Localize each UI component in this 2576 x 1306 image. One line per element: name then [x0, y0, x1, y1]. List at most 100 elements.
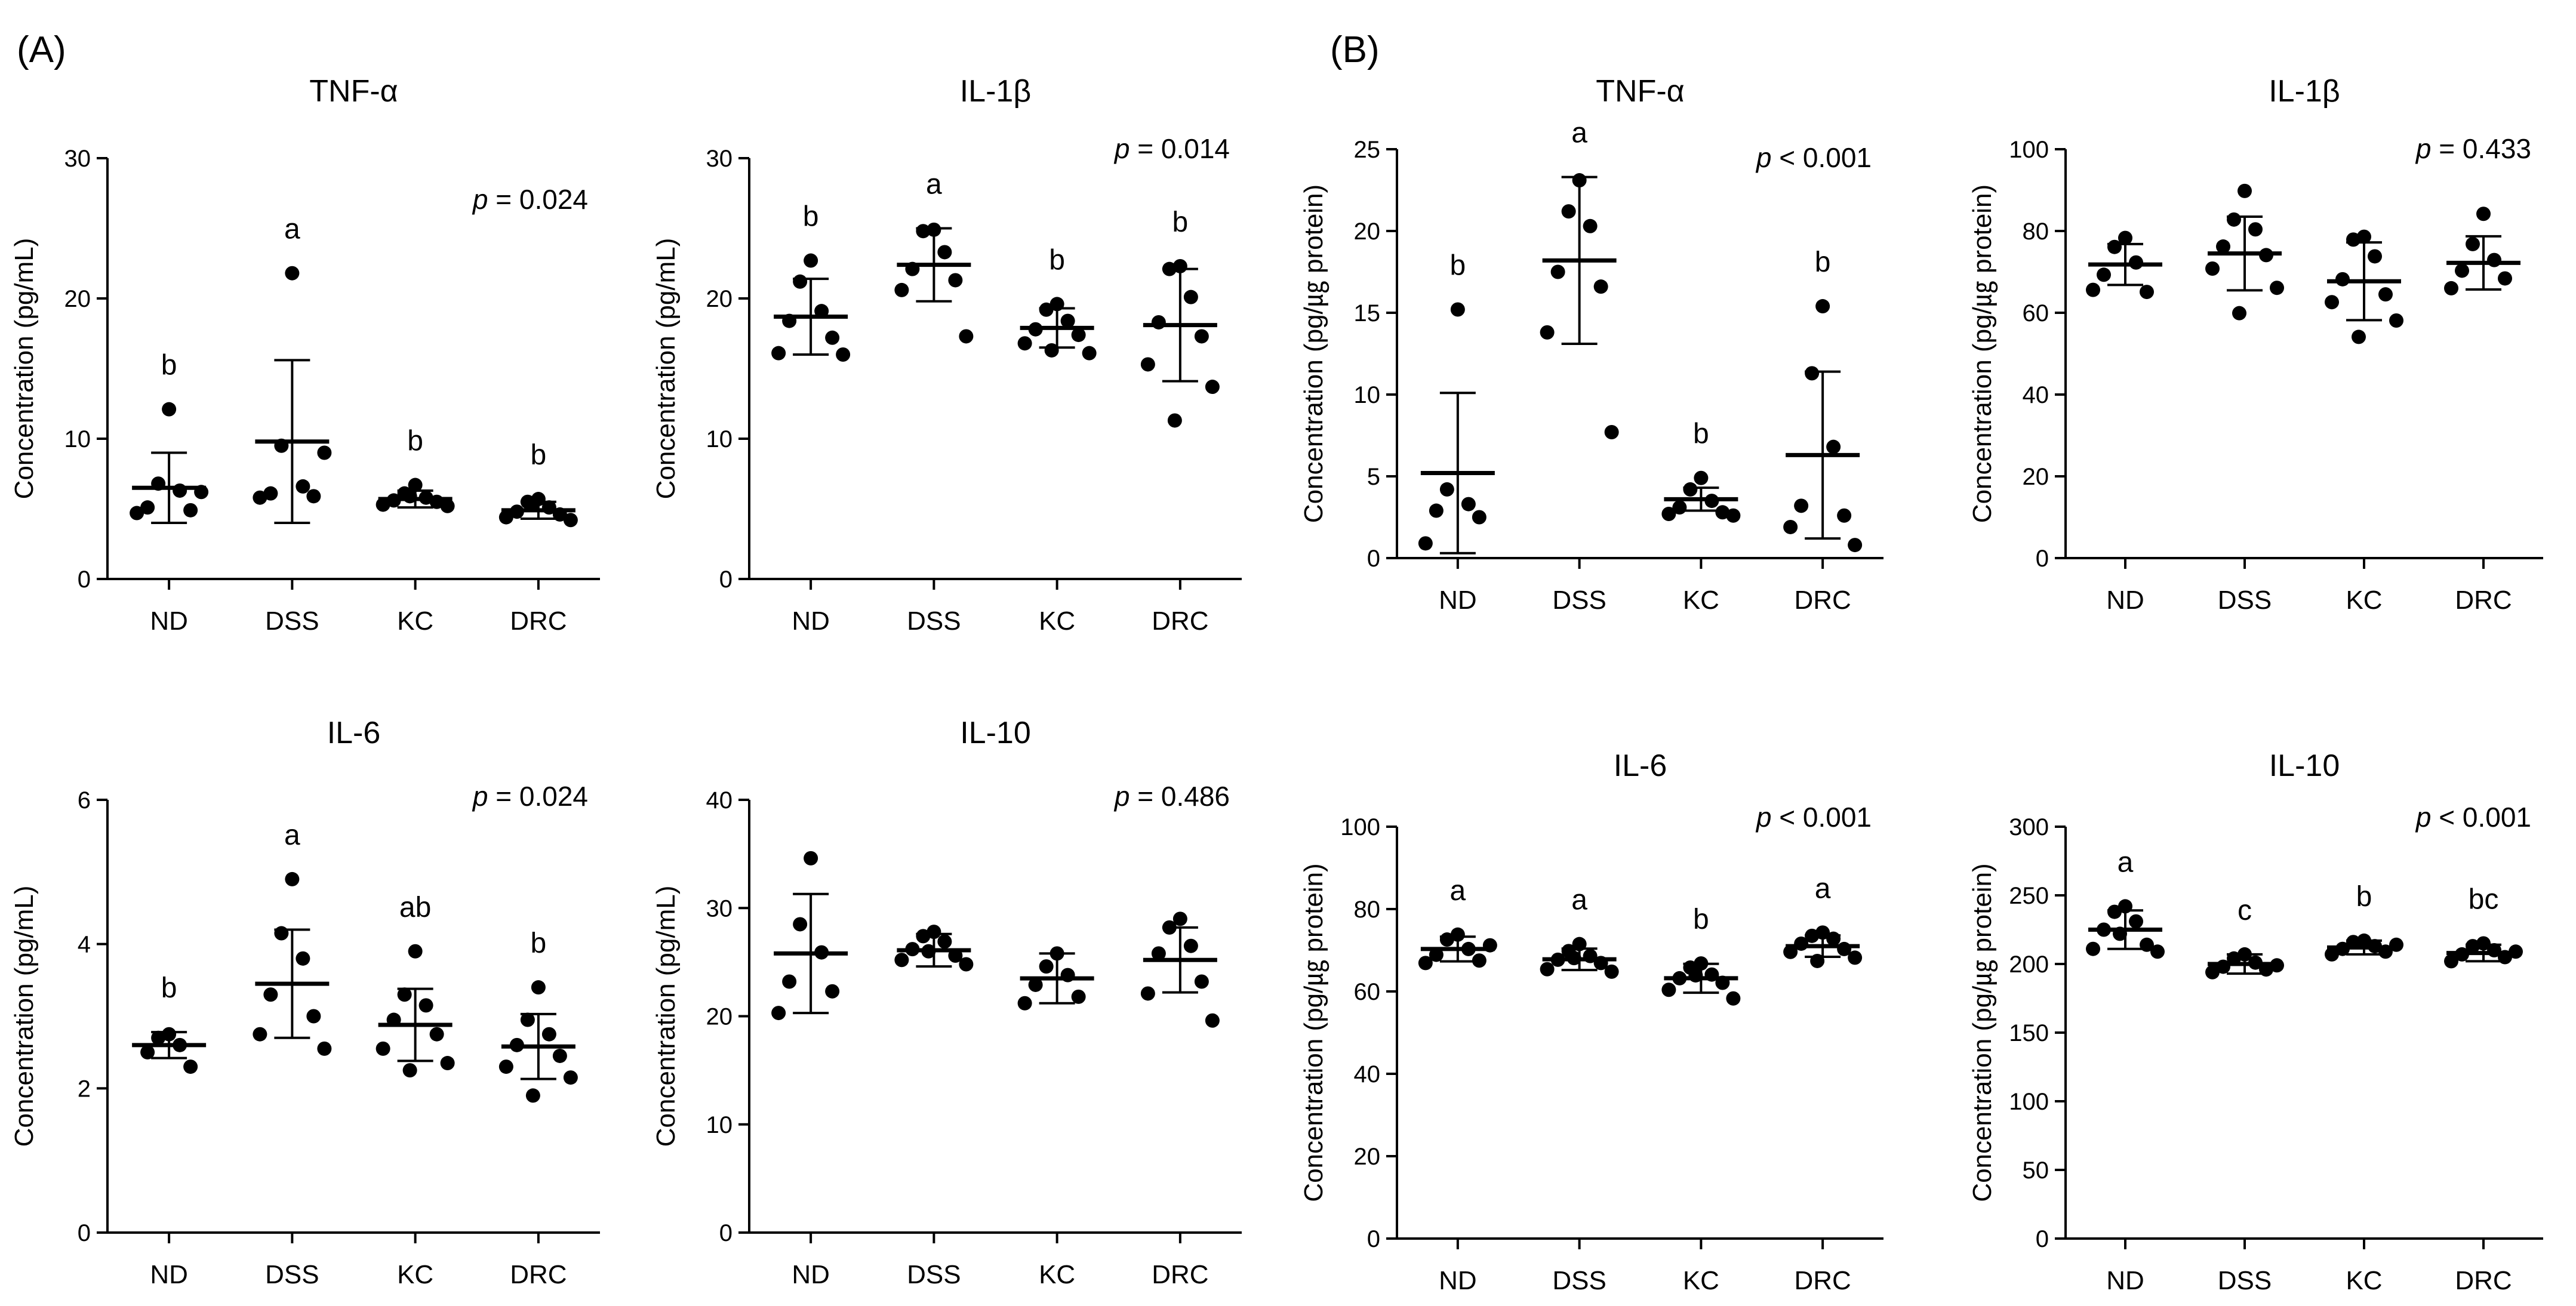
chart2-p-value-text: = 0.014: [1137, 133, 1230, 164]
chart4-point-kc-3: [1060, 968, 1075, 982]
chart2-point-dss-1: [927, 222, 941, 237]
chart5-point-drc-4: [1794, 498, 1809, 513]
chart2-point-kc-6: [1017, 336, 1032, 351]
chart8-y-tick-label-50: 50: [2023, 1157, 2049, 1184]
chart7-x-tick-label-kc: KC: [1683, 1266, 1719, 1295]
chart1-y-tick-label-30: 30: [64, 146, 91, 172]
chart4-y-axis-label: Concentration (pg/mL): [651, 886, 681, 1147]
chart5-x-tick-label-nd: ND: [1439, 586, 1477, 615]
chart2-point-drc-6: [1140, 357, 1155, 372]
chart5-x-tick-label-kc: KC: [1683, 586, 1719, 615]
chart3-point-drc-4: [509, 1037, 524, 1052]
chart5-point-dss-4: [1550, 264, 1565, 279]
chart8-y-tick-label-200: 200: [2009, 951, 2049, 978]
chart7-point-drc-4: [1794, 936, 1809, 951]
chart2-point-kc-8: [1044, 343, 1059, 358]
chart7-x-tick-label-nd: ND: [1439, 1266, 1477, 1295]
chart3-point-kc-4: [386, 1012, 401, 1027]
chart8-y-tick-label-0: 0: [2036, 1226, 2049, 1252]
chart4-point-dss-8: [921, 944, 936, 959]
chart1-point-drc-4: [509, 504, 524, 519]
chart6-y-tick-label-20: 20: [2023, 464, 2049, 490]
chart2-point-nd-3: [814, 304, 829, 319]
chart8-y-tick-label-250: 250: [2009, 883, 2049, 909]
chart5-point-kc-5: [1715, 505, 1730, 520]
chart4-p-value-text: = 0.486: [1137, 781, 1230, 812]
chart5-point-dss-7: [1604, 425, 1619, 440]
chart3-point-dss-1: [285, 871, 300, 886]
chart3-point-nd-2: [151, 1030, 166, 1045]
chart3-p-value-symbol: p: [472, 781, 495, 812]
chart8-x-tick-label-nd: ND: [2106, 1266, 2144, 1295]
chart6-title: IL-1β: [2269, 74, 2340, 109]
chart6-point-nd-2: [2107, 239, 2122, 254]
chart4-point-kc-2: [1039, 959, 1054, 974]
chart6-y-tick-label-80: 80: [2023, 218, 2049, 245]
chart5-y-tick-label-20: 20: [1354, 218, 1381, 245]
chart4-point-kc-5: [1071, 989, 1086, 1004]
chart6-point-kc-3: [2368, 249, 2382, 264]
chart3-y-axis-label: Concentration (pg/mL): [10, 886, 39, 1147]
chart1-letter-drc: b: [531, 439, 547, 471]
chart4-point-nd-1: [804, 851, 818, 865]
chart1-point-kc-6: [376, 497, 390, 512]
chart5-point-drc-7: [1848, 538, 1863, 553]
chart7-y-tick-label-80: 80: [1354, 897, 1381, 923]
chart1-x-tick-label-kc: KC: [397, 606, 433, 636]
chart3-x-tick-label-nd: ND: [150, 1260, 188, 1289]
chart2-letter-nd: b: [803, 201, 819, 233]
chart6-point-nd-3: [2129, 255, 2143, 270]
chart3-p-value-text: = 0.024: [495, 781, 588, 812]
chart4-point-kc-4: [1028, 977, 1043, 992]
chart5-y-tick-label-25: 25: [1354, 137, 1381, 163]
chart1-letter-nd: b: [161, 350, 177, 381]
chart8-point-nd-3: [2129, 914, 2143, 929]
chart7-x-tick-label-drc: DRC: [1794, 1266, 1851, 1295]
chart7-point-kc-8: [1688, 968, 1703, 983]
chart6-point-kc-8: [2352, 329, 2366, 344]
chart1-x-tick-label-drc: DRC: [510, 606, 567, 636]
chart7-point-dss-8: [1566, 951, 1581, 966]
chart2-point-nd-4: [782, 313, 797, 328]
chart4-title: IL-10: [960, 716, 1031, 750]
chart8-point-nd-5: [2140, 937, 2154, 952]
chart8-point-kc-4: [2335, 941, 2350, 956]
chart7-y-tick-label-0: 0: [1367, 1226, 1380, 1252]
chart1-point-dss-5: [306, 489, 321, 504]
chart6-y-tick-label-100: 100: [2009, 137, 2049, 163]
chart1-x-tick-label-nd: ND: [150, 606, 188, 636]
chart6-point-drc-6: [2444, 281, 2458, 295]
chart2-letter-dss: a: [926, 169, 942, 201]
chart1-point-dss-3: [296, 479, 310, 494]
chart1-point-dss-2: [274, 438, 289, 453]
chart4-point-nd-5: [825, 984, 840, 999]
chart8-point-drc-7: [2509, 944, 2523, 959]
chart7-p-value-text: < 0.001: [1779, 802, 1872, 833]
chart3-letter-dss: a: [284, 820, 300, 851]
chart5-point-dss-5: [1593, 279, 1608, 294]
chart3-point-kc-2: [397, 987, 412, 1002]
chart5-point-kc-2: [1683, 482, 1698, 497]
chart3-letter-kc: ab: [399, 892, 431, 923]
chart5-point-drc-1: [1815, 299, 1830, 314]
chart7-point-kc-1: [1694, 956, 1709, 971]
chart2-point-drc-2: [1162, 261, 1177, 276]
chart3-y-tick-label-6: 6: [78, 787, 91, 814]
chart7-point-kc-3: [1704, 967, 1719, 982]
chart2-y-tick-label-10: 10: [706, 426, 733, 452]
chart6-y-tick-label-0: 0: [2036, 546, 2049, 572]
chart8-letter-kc: b: [2356, 881, 2372, 913]
chart7-point-drc-6: [1783, 944, 1798, 959]
chart1-point-nd-2: [151, 476, 166, 491]
chart6-point-dss-7: [2270, 281, 2284, 295]
chart1-point-nd-6: [130, 506, 144, 520]
chart3-title: IL-6: [327, 716, 381, 750]
chart2-point-dss-7: [959, 329, 974, 344]
chart2-point-nd-5: [825, 330, 840, 345]
chart1-p-value: p = 0.024: [472, 184, 588, 215]
chart6-point-drc-3: [2487, 252, 2501, 267]
chart6-x-tick-label-kc: KC: [2346, 586, 2382, 615]
chart7-point-dss-5: [1593, 956, 1608, 971]
chart3-point-drc-8: [525, 1088, 540, 1103]
chart3-letter-nd: b: [161, 972, 177, 1004]
